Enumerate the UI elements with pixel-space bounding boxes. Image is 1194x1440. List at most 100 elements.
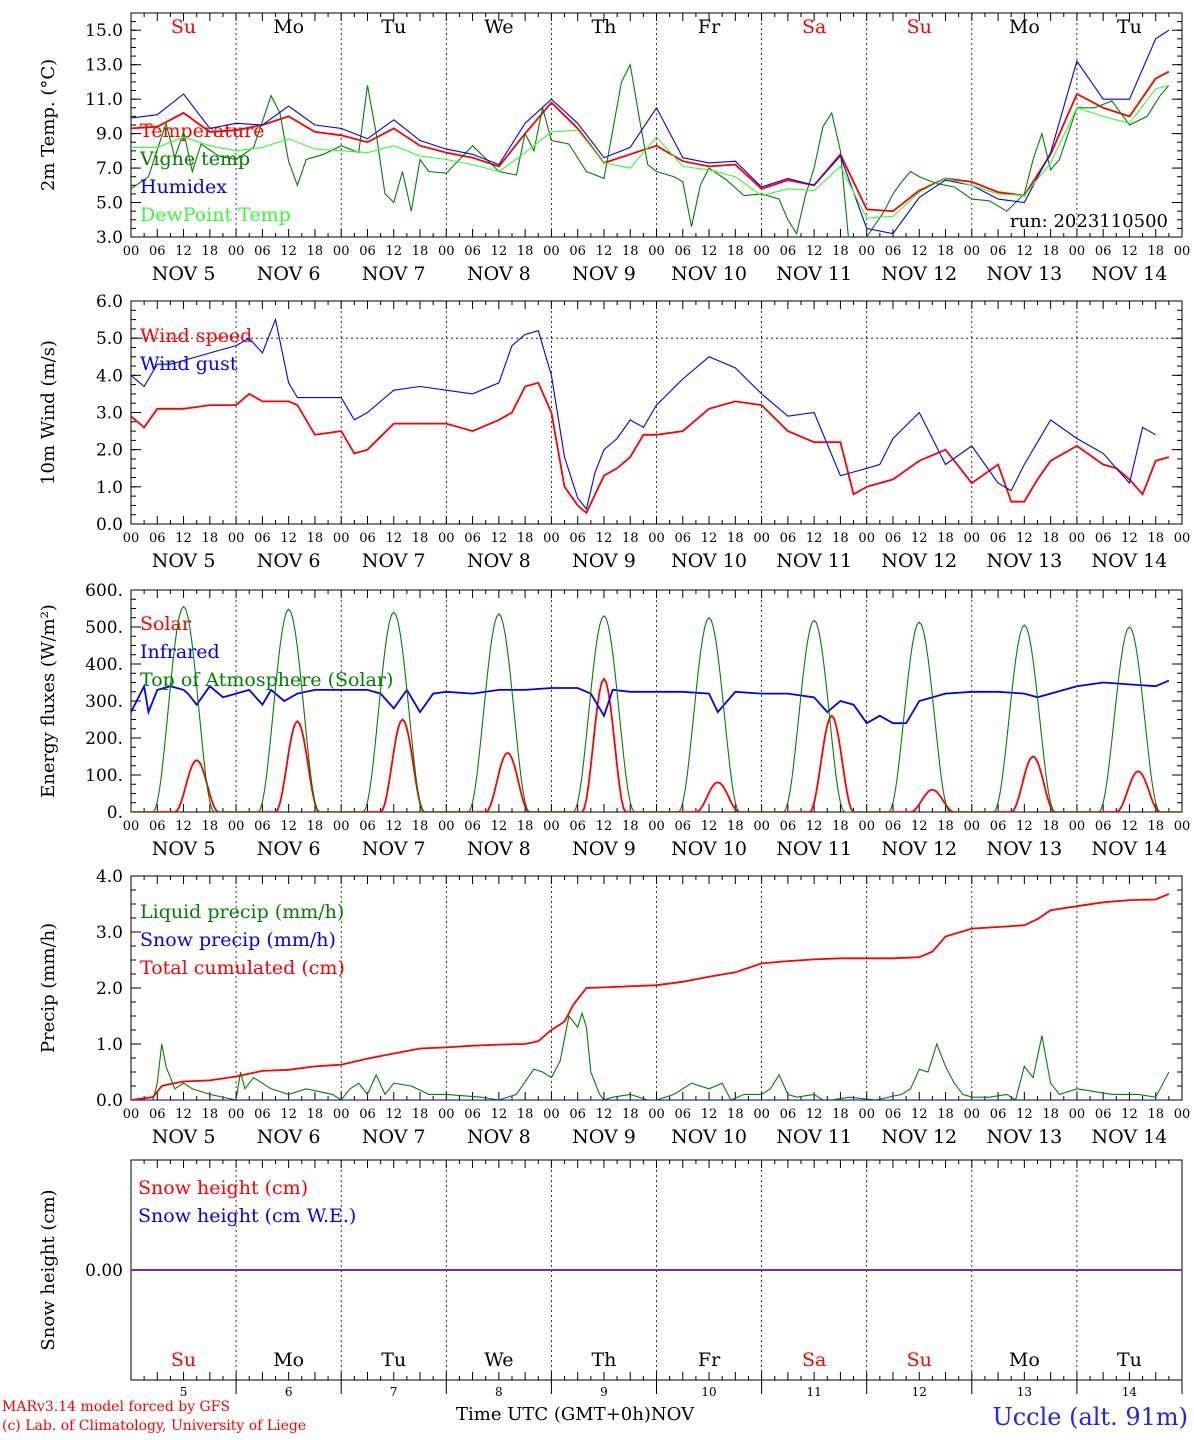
- hour-tick-label: 12: [806, 244, 823, 259]
- hour-tick-label: 00: [333, 244, 350, 259]
- series-line-4: [131, 84, 1170, 219]
- y-tick-label: 13.0: [85, 56, 123, 76]
- hour-tick-label: 00: [753, 819, 770, 834]
- date-label: NOV 12: [881, 1126, 957, 1148]
- y-tick-label: 0.0: [96, 515, 123, 535]
- hour-tick-label: 00: [543, 819, 560, 834]
- hour-tick-label: 18: [622, 819, 639, 834]
- legend-entry: Humidex: [140, 176, 227, 198]
- hour-tick-label: 00: [753, 1107, 770, 1122]
- hour-tick-label: 12: [1016, 531, 1033, 546]
- hour-tick-label: 18: [832, 531, 849, 546]
- hour-tick-label: 18: [412, 244, 429, 259]
- hour-tick-label: 18: [307, 1107, 324, 1122]
- station-label: Uccle (alt. 91m): [992, 1403, 1188, 1431]
- y-tick-label: 5.0: [96, 329, 123, 349]
- date-label: NOV 7: [362, 550, 426, 572]
- hour-tick-label: 12: [911, 1107, 928, 1122]
- hour-tick-label: 18: [727, 1107, 744, 1122]
- hour-tick-label: 06: [780, 819, 797, 834]
- y-tick-label: 0.: [107, 803, 123, 823]
- y-tick-label: 7.0: [96, 159, 123, 179]
- x-axis-title: Time UTC (GMT+0h)NOV: [456, 1404, 694, 1425]
- date-label: NOV 12: [881, 550, 957, 572]
- day-number: 6: [285, 1385, 293, 1399]
- hour-tick-label: 00: [1069, 819, 1086, 834]
- y-tick-label: 200.: [85, 729, 123, 749]
- hour-tick-label: 18: [307, 531, 324, 546]
- hour-tick-label: 00: [228, 819, 245, 834]
- hour-tick-label: 00: [438, 819, 455, 834]
- hour-tick-label: 06: [149, 244, 166, 259]
- hour-tick-label: 00: [753, 531, 770, 546]
- hour-tick-label: 18: [937, 531, 954, 546]
- date-label: NOV 14: [1092, 550, 1168, 572]
- series-line-3: [131, 605, 1182, 812]
- day-name: Tu: [1117, 1349, 1142, 1371]
- hour-tick-label: 18: [517, 531, 534, 546]
- date-label: NOV 8: [467, 550, 531, 572]
- hour-tick-label: 12: [911, 819, 928, 834]
- day-name: Su: [907, 1349, 932, 1371]
- hour-tick-label: 06: [254, 244, 271, 259]
- hour-tick-label: 06: [569, 1107, 586, 1122]
- hour-tick-label: 18: [517, 244, 534, 259]
- date-label: NOV 5: [152, 1126, 216, 1148]
- hour-tick-label: 18: [727, 531, 744, 546]
- date-label: NOV 5: [152, 838, 216, 860]
- hour-tick-label: 12: [175, 531, 192, 546]
- day-name: Su: [171, 16, 196, 38]
- hour-tick-label: 12: [1016, 244, 1033, 259]
- hour-tick-label: 18: [517, 819, 534, 834]
- hour-tick-label: 18: [307, 244, 324, 259]
- date-label: NOV 5: [152, 263, 216, 285]
- day-name: We: [484, 1349, 513, 1371]
- y-tick-label: 100.: [85, 766, 123, 786]
- y-tick-label: 300.: [85, 692, 123, 712]
- hour-tick-label: 06: [149, 531, 166, 546]
- day-name: Tu: [381, 16, 406, 38]
- hour-tick-label: 00: [1069, 531, 1086, 546]
- y-tick-label: 500.: [85, 618, 123, 638]
- series-line-1: [131, 381, 1170, 515]
- hour-tick-label: 06: [1095, 531, 1112, 546]
- y-tick-label: 1.0: [96, 1035, 123, 1055]
- date-label: NOV 11: [776, 550, 852, 572]
- hour-tick-label: 12: [280, 531, 297, 546]
- hour-tick-label: 18: [1147, 244, 1164, 259]
- hour-tick-label: 00: [228, 244, 245, 259]
- hour-tick-label: 18: [1147, 531, 1164, 546]
- hour-tick-label: 00: [964, 244, 981, 259]
- day-number: 10: [701, 1385, 716, 1399]
- hour-tick-label: 18: [1147, 819, 1164, 834]
- day-name: Sa: [802, 1349, 826, 1371]
- hour-tick-label: 12: [1121, 531, 1138, 546]
- hour-tick-label: 06: [885, 819, 902, 834]
- date-label: NOV 10: [671, 838, 747, 860]
- hour-tick-label: 00: [858, 819, 875, 834]
- hour-tick-label: 00: [543, 244, 560, 259]
- hour-tick-label: 06: [780, 531, 797, 546]
- hour-tick-label: 12: [385, 1107, 402, 1122]
- date-label: NOV 11: [776, 263, 852, 285]
- panel-4: 0.0 1.0 2.0 3.0 4.0 Precip (mm/h) 00 06 12 18 00 06…: [38, 867, 1190, 1148]
- run-label: run: 2023110500: [1010, 211, 1168, 232]
- legend-entry: DewPoint Temp: [140, 204, 291, 226]
- date-label: NOV 13: [986, 550, 1062, 572]
- date-label: NOV 11: [776, 1126, 852, 1148]
- hour-tick-label: 00: [543, 1107, 560, 1122]
- legend-entry: Snow height (cm): [138, 1177, 308, 1199]
- series-line-3: [131, 893, 1170, 1100]
- hour-tick-label: 12: [701, 819, 718, 834]
- hour-tick-label: 00: [543, 531, 560, 546]
- hour-tick-label: 12: [280, 244, 297, 259]
- y-tick-label: 0.0: [96, 1091, 123, 1111]
- hour-tick-label: 06: [359, 244, 376, 259]
- date-label: NOV 10: [671, 1126, 747, 1148]
- hour-tick-label: 06: [990, 819, 1007, 834]
- x-axis-month: NOV: [650, 1404, 695, 1425]
- date-label: NOV 11: [776, 838, 852, 860]
- series-line-1: [131, 70, 1170, 213]
- date-label: NOV 9: [572, 263, 636, 285]
- hour-tick-label: 12: [491, 1107, 508, 1122]
